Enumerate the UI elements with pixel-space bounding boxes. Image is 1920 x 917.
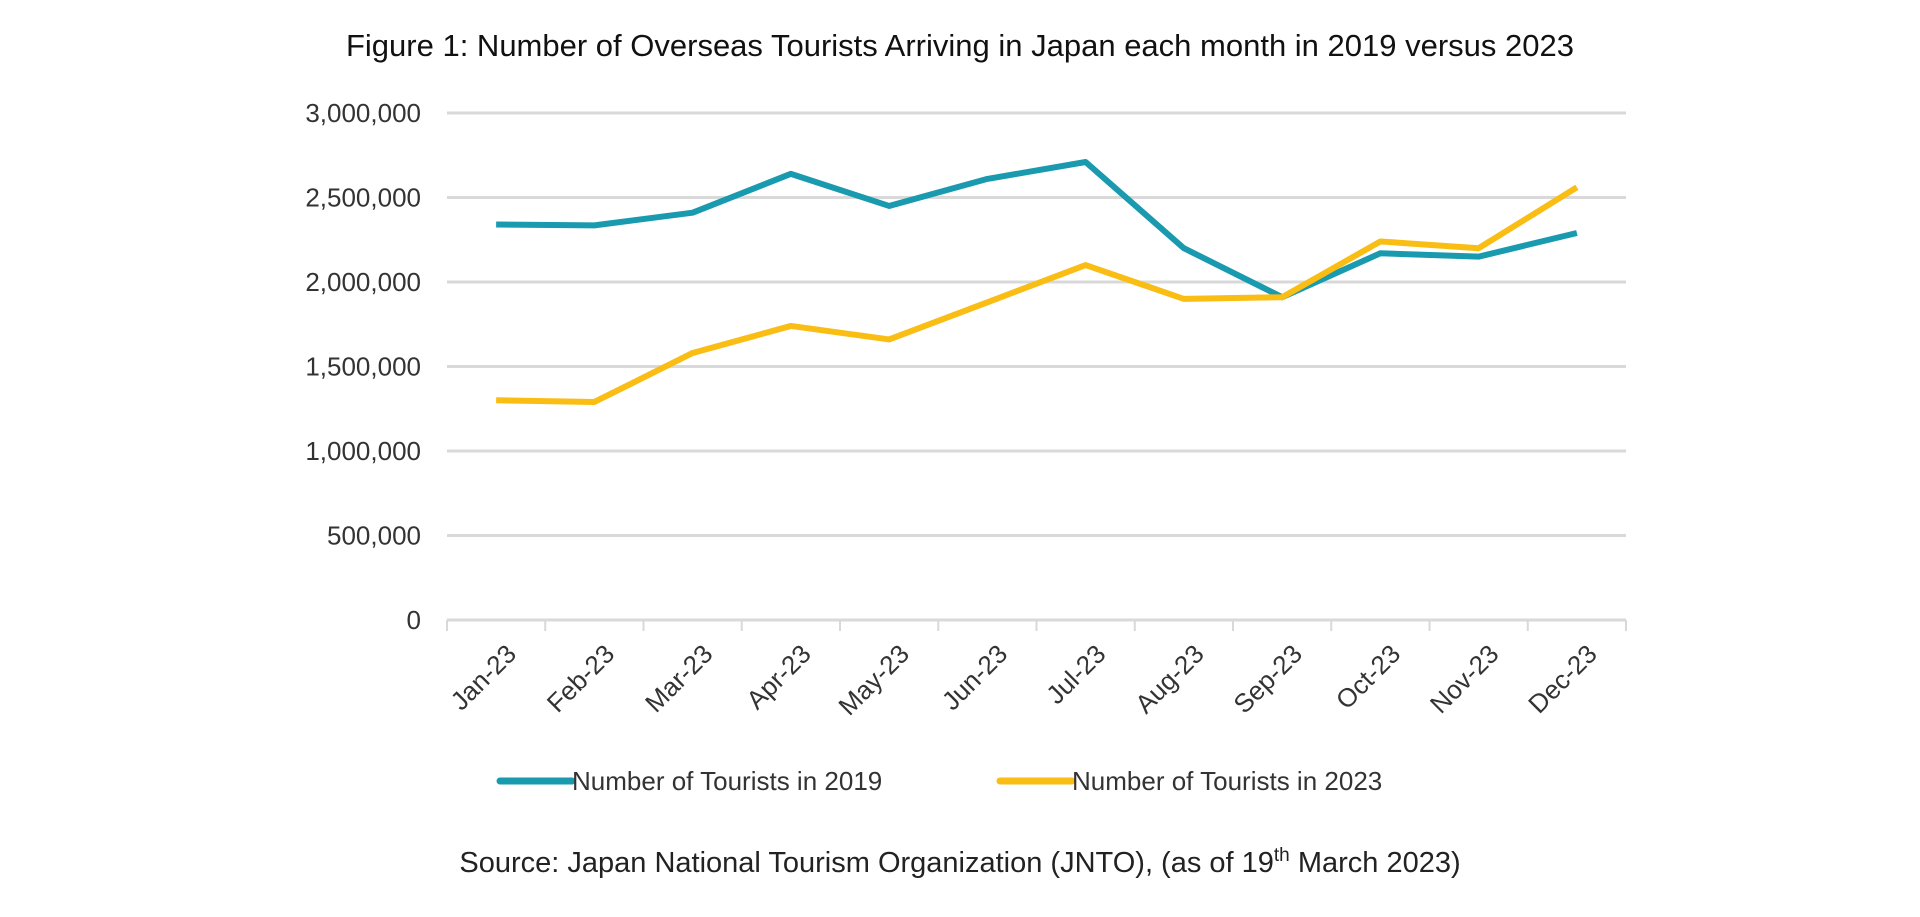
- x-tick-label: May-23: [832, 639, 915, 722]
- y-tick-label: 0: [407, 605, 421, 635]
- y-tick-label: 2,000,000: [305, 267, 421, 297]
- legend-label: Number of Tourists in 2019: [572, 766, 882, 796]
- x-tick-label: Jul-23: [1040, 639, 1111, 710]
- x-tick-label: Apr-23: [740, 639, 816, 715]
- x-tick-label: Dec-23: [1522, 639, 1602, 719]
- y-tick-label: 2,500,000: [305, 183, 421, 213]
- legend-label: Number of Tourists in 2023: [1072, 766, 1382, 796]
- x-tick-label: Mar-23: [639, 639, 718, 718]
- series-line-2023: [496, 184, 1579, 405]
- x-tick-label: Jun-23: [936, 639, 1013, 716]
- x-tick-label: Sep-23: [1227, 639, 1307, 719]
- series-line-2019: [496, 159, 1578, 301]
- x-tick-label: Nov-23: [1424, 639, 1504, 719]
- x-tick-label: Feb-23: [541, 639, 620, 718]
- x-tick-label: Oct-23: [1330, 639, 1406, 715]
- chart-title: Figure 1: Number of Overseas Tourists Ar…: [346, 28, 1574, 63]
- y-tick-label: 1,000,000: [305, 436, 421, 466]
- x-tick-label: Aug-23: [1129, 639, 1209, 719]
- y-tick-label: 1,500,000: [305, 352, 421, 382]
- x-tick-label: Jan-23: [445, 639, 522, 716]
- y-tick-label: 3,000,000: [305, 98, 421, 128]
- y-tick-label: 500,000: [327, 521, 421, 551]
- source-note: Source: Japan National Tourism Organizat…: [459, 845, 1460, 879]
